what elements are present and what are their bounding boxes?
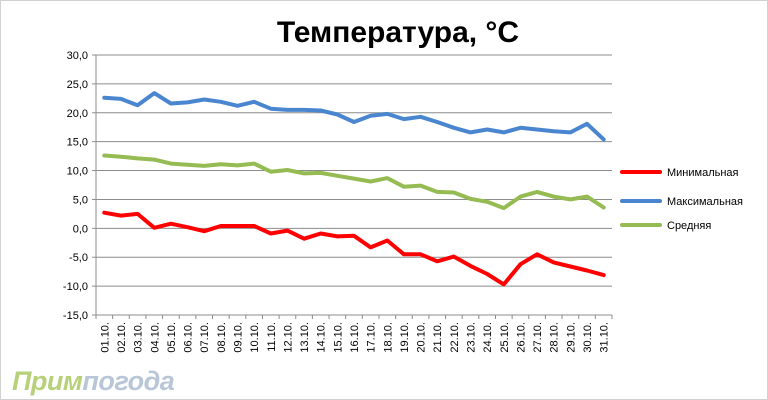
x-tick-label: 29.10. <box>565 322 577 353</box>
y-tick-label: 15,0 <box>67 137 88 149</box>
chart-title: Температура, °C <box>277 16 519 49</box>
x-tick-label: 28.10. <box>549 322 561 353</box>
y-tick-label: 5,0 <box>73 194 88 206</box>
x-tick-label: 26.10. <box>515 322 527 353</box>
legend: Минимальная Максимальная Средняя <box>620 167 743 232</box>
x-tick-label: 12.10. <box>282 322 294 353</box>
x-tick-label: 27.10. <box>532 322 544 353</box>
legend-label: Максимальная <box>667 196 743 208</box>
x-axis-ticks: 01.10. 02.10. 03.10. 04.10. 05.10. 06.10. 07.1… <box>99 322 610 353</box>
grid-lines <box>96 54 612 316</box>
x-tick-label: 05.10. <box>166 322 178 353</box>
x-tick-label: 20.10. <box>416 322 428 353</box>
x-tick-label: 16.10. <box>349 322 361 353</box>
x-tick-label: 03.10. <box>133 322 145 353</box>
x-tick-label: 02.10. <box>116 322 128 353</box>
series-line-2 <box>102 153 606 211</box>
x-tick-label: 23.10. <box>466 322 478 353</box>
x-tick-label: 13.10. <box>299 322 311 353</box>
legend-label: Средняя <box>667 220 711 232</box>
axes <box>92 54 613 319</box>
y-tick-label: -15,0 <box>63 310 88 322</box>
x-tick-label: 24.10. <box>482 322 494 353</box>
logo-part-1: Прим <box>12 366 83 396</box>
y-tick-label: -10,0 <box>63 281 88 293</box>
x-tick-label: 06.10. <box>183 322 195 353</box>
y-tick-label: 20,0 <box>67 108 88 120</box>
y-tick-label: 0,0 <box>73 223 88 235</box>
series-line-0 <box>102 210 606 287</box>
x-tick-label: 25.10. <box>499 322 511 353</box>
legend-label: Минимальная <box>667 167 739 179</box>
y-tick-label: 30,0 <box>67 50 88 62</box>
series-line-1 <box>102 91 606 142</box>
x-tick-label: 01.10. <box>99 322 111 353</box>
x-tick-label: 09.10. <box>232 322 244 353</box>
x-tick-label: 17.10. <box>366 322 378 353</box>
x-tick-label: 04.10. <box>149 322 161 353</box>
x-tick-label: 19.10. <box>399 322 411 353</box>
x-tick-label: 14.10. <box>316 322 328 353</box>
x-tick-label: 11.10. <box>266 322 278 352</box>
x-tick-label: 10.10. <box>249 322 261 353</box>
x-tick-label: 18.10. <box>382 322 394 353</box>
y-tick-label: 25,0 <box>67 79 88 91</box>
x-tick-label: 22.10. <box>449 322 461 353</box>
y-tick-label: 10,0 <box>67 166 88 178</box>
x-tick-label: 08.10. <box>216 322 228 353</box>
y-axis-ticks: 30,0 25,0 20,0 15,0 10,0 5,0 0,0 -5,0 -10,0 -15,0 <box>63 50 88 322</box>
x-tick-label: 21.10. <box>432 322 444 353</box>
y-tick-label: -5,0 <box>69 252 88 264</box>
x-tick-label: 31.10. <box>599 322 611 353</box>
series-lines <box>102 91 606 287</box>
logo-part-2: погода <box>82 366 175 396</box>
x-tick-label: 07.10. <box>199 322 211 353</box>
x-tick-label: 30.10. <box>582 322 594 353</box>
primpogoda-logo: Примпогода <box>12 366 175 397</box>
x-tick-label: 15.10. <box>332 322 344 353</box>
